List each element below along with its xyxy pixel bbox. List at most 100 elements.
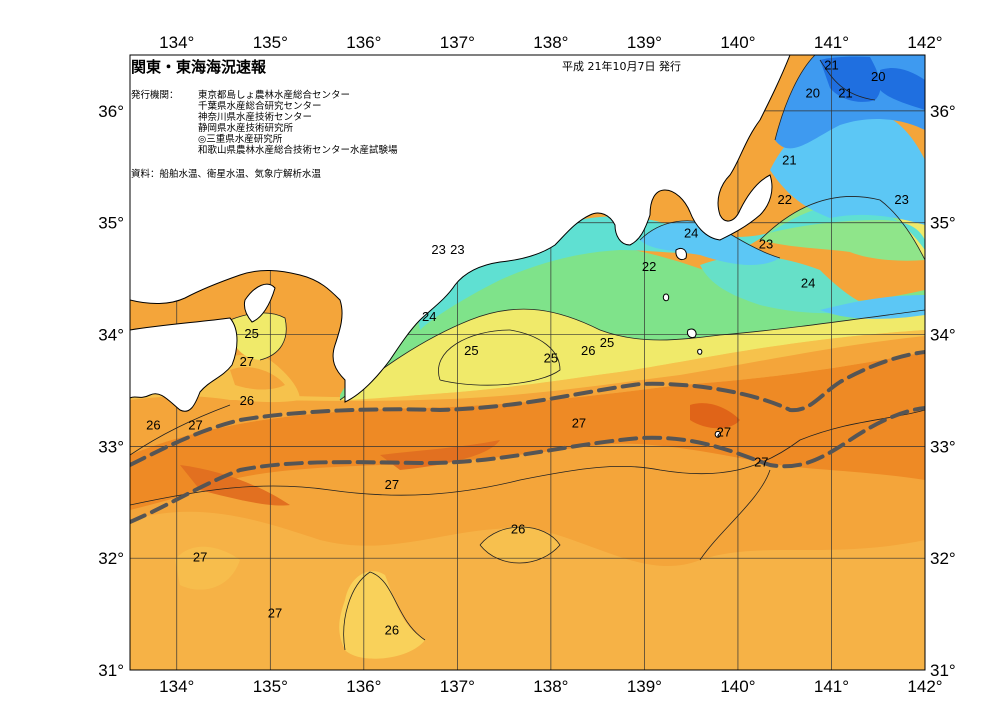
longitude-label-top: 141° bbox=[814, 33, 849, 52]
isotherm-label: 27 bbox=[240, 354, 254, 369]
longitude-label-bottom: 141° bbox=[814, 677, 849, 696]
latitude-label-left: 31° bbox=[98, 661, 124, 680]
latitude-label-left: 32° bbox=[98, 549, 124, 568]
latitude-label-left: 33° bbox=[98, 437, 124, 456]
isotherm-label: 20 bbox=[871, 69, 885, 84]
sst-zone-27-bay bbox=[230, 367, 285, 390]
land-miyake bbox=[687, 328, 697, 338]
sst-zone-20-b bbox=[880, 68, 925, 110]
kuroshio-north-edge bbox=[130, 350, 925, 467]
isotherm-label: 22 bbox=[777, 192, 791, 207]
isotherm-label: 26 bbox=[240, 393, 254, 408]
sst-zone-27-coastal bbox=[130, 335, 925, 455]
land-small-3 bbox=[714, 431, 721, 438]
isotherm-label: 24 bbox=[684, 225, 698, 240]
isotherm-label: 27 bbox=[754, 455, 768, 470]
isotherm-label: 25 bbox=[464, 343, 478, 358]
issuer-item: 静岡県水産技術研究所 bbox=[198, 122, 294, 134]
longitude-label-top: 134° bbox=[159, 33, 194, 52]
latitude-label-right: 35° bbox=[930, 214, 956, 233]
issue-date: 平成 21年10月7日 発行 bbox=[562, 59, 681, 73]
longitude-labels-top: 134° 135° 136° 137° 138° 139° 140° 141° 142° bbox=[159, 33, 942, 52]
isotherm-label: 24 bbox=[422, 309, 436, 324]
map-frame bbox=[129, 54, 926, 671]
sst-zone-29-c bbox=[180, 465, 290, 506]
isotherm-label: 25 bbox=[244, 326, 258, 341]
isotherm-label: 26 bbox=[385, 622, 399, 637]
isotherm-label: 24 bbox=[801, 276, 815, 291]
map-title: 関東・東海海況速報 bbox=[131, 58, 267, 76]
longitude-label-top: 138° bbox=[533, 33, 568, 52]
longitude-labels-bottom: 134° 135° 136° 137° 138° 139° 140° 141° 142° bbox=[159, 677, 942, 696]
longitude-label-top: 142° bbox=[907, 33, 942, 52]
latitude-label-left: 36° bbox=[98, 102, 124, 121]
isotherm-label: 21 bbox=[782, 153, 796, 168]
isotherm-label: 25 bbox=[544, 351, 558, 366]
isotherm-label: 21 bbox=[824, 58, 838, 73]
isotherm-label: 26 bbox=[146, 418, 160, 433]
longitude-label-top: 136° bbox=[346, 33, 381, 52]
isotherm-label: 21 bbox=[838, 86, 852, 101]
kuroshio-south-edge bbox=[130, 406, 925, 524]
sst-zone-29-a bbox=[690, 403, 740, 429]
latitude-label-right: 34° bbox=[930, 326, 956, 345]
isotherm-label: 20 bbox=[806, 86, 820, 101]
latitude-label-right: 33° bbox=[930, 437, 956, 456]
isotherm-label: 27 bbox=[385, 477, 399, 492]
isotherm-label: 27 bbox=[188, 418, 202, 433]
issuer-label: 発行機関： bbox=[131, 89, 179, 101]
latitude-label-right: 32° bbox=[930, 549, 956, 568]
isotherm-label: 23 bbox=[759, 237, 773, 252]
longitude-label-bottom: 142° bbox=[907, 677, 942, 696]
longitude-label-bottom: 139° bbox=[627, 677, 662, 696]
latitude-labels-right: 36° 35° 34° 33° 32° 31° bbox=[930, 102, 956, 680]
land-small-1 bbox=[697, 348, 703, 355]
data-source: 資料：船舶水温、衛星水温、気象庁解析水温 bbox=[131, 168, 322, 180]
latitude-label-right: 36° bbox=[930, 102, 956, 121]
longitude-label-bottom: 135° bbox=[253, 677, 288, 696]
land-small-2 bbox=[662, 293, 670, 302]
land-oshima bbox=[675, 247, 687, 261]
longitude-label-top: 140° bbox=[720, 33, 755, 52]
issuer-list: 東京都島しょ農林水産総合センター千葉県水産総合研究センター神奈川県水産技術センタ… bbox=[198, 89, 398, 156]
sst-zone-22 bbox=[640, 220, 780, 266]
isotherm-label: 25 bbox=[600, 335, 614, 350]
land-awaji bbox=[243, 283, 276, 323]
longitude-label-top: 139° bbox=[627, 33, 662, 52]
isotherm-label: 26 bbox=[511, 522, 525, 537]
isotherm-label: 27 bbox=[572, 415, 586, 430]
kuroshio-axis bbox=[130, 350, 925, 524]
latitude-label-left: 35° bbox=[98, 214, 124, 233]
longitude-label-bottom: 136° bbox=[346, 677, 381, 696]
isotherm-label: 23 bbox=[450, 242, 464, 257]
issuer-item: 東京都島しょ農林水産総合センター bbox=[198, 89, 350, 101]
isotherm-lines bbox=[130, 55, 925, 651]
sst-zone-23-mid bbox=[700, 255, 880, 314]
isotherm-label: 22 bbox=[642, 259, 656, 274]
issuer-item: ◎三重県水産研究所 bbox=[198, 133, 283, 145]
longitude-label-bottom: 140° bbox=[720, 677, 755, 696]
isotherm-label: 23 bbox=[431, 242, 445, 257]
longitude-label-top: 137° bbox=[440, 33, 475, 52]
legend-box bbox=[130, 55, 430, 185]
sst-zone-27-south bbox=[130, 511, 925, 670]
latitude-label-left: 34° bbox=[98, 326, 124, 345]
isotherm-label: 27 bbox=[193, 550, 207, 565]
sst-zone-20 bbox=[820, 56, 881, 102]
issuer-item: 神奈川県水産技術センター bbox=[198, 111, 312, 123]
sst-zone-26-west bbox=[175, 546, 240, 590]
sst-zone-26-south bbox=[339, 571, 425, 659]
sst-zone-26-mid bbox=[480, 526, 560, 562]
sst-zone-22-south bbox=[820, 295, 925, 319]
latitude-labels-left: 36° 35° 34° 33° 32° 31° bbox=[98, 102, 124, 680]
longitude-label-bottom: 134° bbox=[159, 677, 194, 696]
isotherm-label: 23 bbox=[894, 192, 908, 207]
date-box bbox=[555, 55, 700, 75]
issuer-item: 千葉県水産総合研究センター bbox=[198, 100, 322, 112]
isotherm-label: 26 bbox=[581, 343, 595, 358]
longitude-label-top: 135° bbox=[253, 33, 288, 52]
isotherm-label: 27 bbox=[268, 606, 282, 621]
